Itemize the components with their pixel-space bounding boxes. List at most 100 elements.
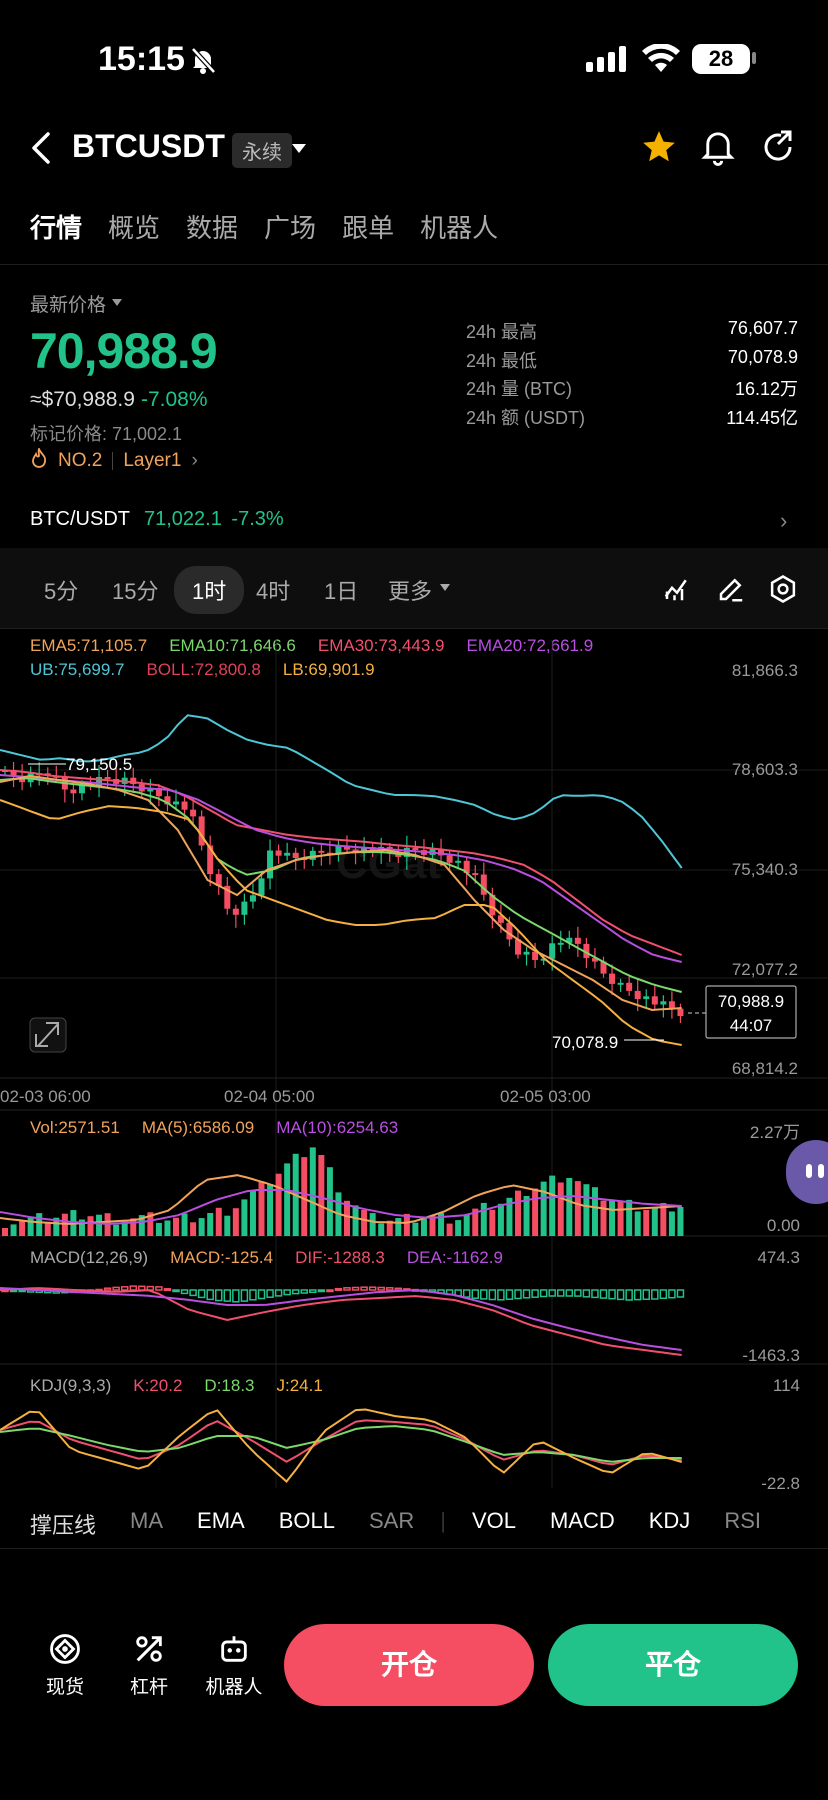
kdj-axis-top: 114 bbox=[772, 1376, 800, 1395]
expand-chart-icon[interactable] bbox=[29, 1017, 67, 1053]
dif-value: DIF:-1288.3 bbox=[295, 1248, 385, 1267]
candle-body bbox=[232, 908, 239, 915]
draw-pen-icon[interactable] bbox=[716, 574, 746, 609]
tab-square[interactable]: 广场 bbox=[264, 213, 317, 243]
candle-body bbox=[634, 990, 641, 1000]
kdj-d-line bbox=[0, 1425, 682, 1463]
indicator-tab-vol[interactable]: VOL bbox=[471, 1508, 516, 1533]
volume-bar bbox=[446, 1223, 453, 1236]
indicator-settings-icon[interactable] bbox=[662, 574, 692, 609]
candle-body bbox=[78, 784, 85, 794]
chart-settings-icon[interactable] bbox=[768, 574, 798, 609]
ema5-line bbox=[0, 774, 682, 1012]
tab-bots[interactable]: 机器人 bbox=[420, 213, 499, 243]
nav-robot[interactable]: 机器人 bbox=[194, 1632, 274, 1699]
indicator-tab-ma[interactable]: MA bbox=[130, 1508, 164, 1533]
price-type-dropdown-icon[interactable] bbox=[112, 299, 122, 306]
kdj-j-value: J:24.1 bbox=[276, 1376, 323, 1395]
volume-bar bbox=[27, 1217, 34, 1236]
y-tick: 78,603.3 bbox=[732, 760, 798, 779]
back-button[interactable] bbox=[28, 128, 56, 173]
open-position-button[interactable]: 开仓 bbox=[284, 1624, 534, 1706]
candle-body bbox=[626, 982, 633, 991]
volume-bar bbox=[267, 1184, 274, 1236]
volume-bar bbox=[677, 1207, 684, 1236]
candle-body bbox=[643, 996, 650, 1000]
boll-upper-line bbox=[0, 714, 683, 869]
volume-bar bbox=[352, 1205, 359, 1236]
volume-bar bbox=[87, 1216, 94, 1236]
nav-spot[interactable]: 现货 bbox=[25, 1632, 105, 1699]
more-dropdown-icon[interactable] bbox=[440, 584, 450, 591]
candles-group bbox=[2, 762, 684, 1023]
candle-body bbox=[335, 846, 342, 855]
volume-bar bbox=[378, 1223, 385, 1236]
indicator-tab-macd[interactable]: MACD bbox=[549, 1508, 615, 1533]
rank-divider bbox=[112, 452, 114, 470]
stat-value: 114.45亿 bbox=[726, 407, 798, 428]
symbol-title[interactable]: BTCUSDT bbox=[72, 128, 225, 164]
macd-bar bbox=[462, 1289, 471, 1298]
stat-value: 16.12万 bbox=[734, 379, 798, 399]
macd-bar bbox=[155, 1286, 163, 1291]
tab-overview[interactable]: 概览 bbox=[108, 213, 161, 243]
cellular-signal-icon bbox=[586, 46, 628, 77]
indicator-tab-boll[interactable]: BOLL bbox=[278, 1508, 335, 1533]
x-tick: 02-05 03:00 bbox=[500, 1087, 591, 1106]
chevron-right-icon[interactable]: › bbox=[780, 508, 788, 533]
interval-1d[interactable]: 1日 bbox=[324, 579, 359, 604]
candle-body bbox=[344, 846, 350, 850]
indicator-tab-kdj[interactable]: KDJ bbox=[648, 1508, 691, 1533]
volume-bar bbox=[609, 1200, 616, 1236]
volume-bar bbox=[207, 1213, 214, 1236]
volume-bar bbox=[10, 1224, 17, 1236]
stats-panel: 24h 最高 76,607.7 24h 最低 70,078.9 24h 量 (BTC… bbox=[466, 318, 798, 432]
interval-1h[interactable]: 1时 bbox=[174, 566, 245, 614]
close-position-button[interactable]: 平仓 bbox=[548, 1624, 798, 1706]
spot-icon bbox=[50, 1634, 80, 1664]
volume-bar bbox=[147, 1212, 154, 1236]
indicator-tab-ema[interactable]: EMA bbox=[197, 1508, 245, 1533]
tab-data[interactable]: 数据 bbox=[186, 213, 239, 243]
floating-assistant-handle[interactable] bbox=[786, 1140, 828, 1204]
volume-bar bbox=[617, 1200, 624, 1236]
indicator-separator: | bbox=[440, 1508, 446, 1533]
interval-more[interactable]: 更多 bbox=[388, 579, 433, 604]
macd-bar bbox=[377, 1286, 385, 1291]
macd-bar bbox=[539, 1289, 548, 1298]
rank-row[interactable]: NO.2 Layer1 › bbox=[30, 446, 198, 474]
volume-bar bbox=[130, 1218, 137, 1236]
nav-leverage[interactable]: 杠杆 bbox=[109, 1632, 189, 1699]
candle-body bbox=[284, 852, 291, 856]
macd-bar bbox=[283, 1289, 291, 1296]
candle-body bbox=[566, 937, 573, 943]
symbol-dropdown-icon[interactable] bbox=[292, 144, 306, 153]
chevron-right-icon: › bbox=[191, 450, 198, 471]
candle-body bbox=[130, 777, 137, 785]
robot-icon bbox=[221, 1636, 247, 1662]
interval-4h[interactable]: 4时 bbox=[256, 579, 291, 604]
candle-body bbox=[147, 788, 154, 792]
interval-bar bbox=[0, 548, 828, 628]
candlestick-chart[interactable]: CGat 79,150.5 70,078.9 70,988.9 44:07 81… bbox=[0, 628, 828, 1488]
interval-5m[interactable]: 5分 bbox=[44, 579, 79, 604]
tab-copy-trade[interactable]: 跟单 bbox=[342, 213, 395, 243]
indicator-tab-rsi[interactable]: RSI bbox=[724, 1508, 761, 1533]
volume-bar bbox=[155, 1222, 162, 1236]
indicator-tab-support[interactable]: 撑压线 bbox=[30, 1513, 97, 1538]
volume-bar bbox=[386, 1220, 393, 1236]
tab-market[interactable]: 行情 bbox=[30, 213, 83, 243]
volume-bar bbox=[78, 1219, 85, 1236]
share-icon[interactable] bbox=[760, 128, 796, 171]
spot-pair-row[interactable]: BTC/USDT 71,022.1 -7.3% bbox=[30, 508, 284, 531]
indicator-tab-sar[interactable]: SAR bbox=[368, 1508, 415, 1533]
interval-15m[interactable]: 15分 bbox=[112, 579, 159, 604]
nav-robot-label: 机器人 bbox=[205, 1677, 263, 1698]
kdj-legend: KDJ(9,3,3) K:20.2 D:18.3 J:24.1 bbox=[30, 1376, 323, 1396]
macd-bar bbox=[189, 1289, 197, 1297]
alert-bell-icon[interactable] bbox=[700, 128, 736, 171]
volume-bar bbox=[44, 1221, 51, 1236]
favorite-star-icon[interactable] bbox=[640, 128, 678, 171]
last-price-label[interactable]: 最新价格 bbox=[30, 295, 107, 316]
candle-body bbox=[318, 850, 325, 853]
